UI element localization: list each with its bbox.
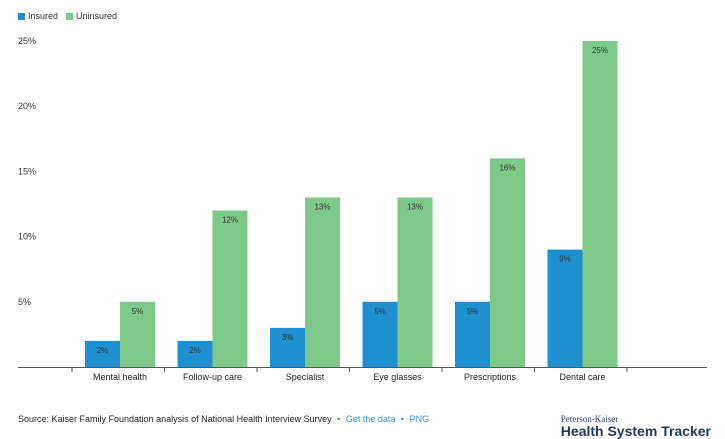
- get-data-link[interactable]: Get the data: [345, 414, 396, 424]
- bar-uninsured-1[interactable]: [212, 210, 248, 367]
- png-link[interactable]: PNG: [409, 414, 430, 424]
- data-label-uninsured: 12%: [222, 216, 238, 225]
- y-tick-label: 5%: [18, 297, 31, 307]
- y-tick-label: 10%: [18, 232, 36, 242]
- bar-insured-1[interactable]: [177, 340, 213, 367]
- x-tick-label: Eye glasses: [373, 372, 422, 382]
- data-label-uninsured: 13%: [314, 202, 330, 211]
- source-text: Source: Kaiser Family Foundation analysi…: [18, 414, 332, 424]
- data-label-insured: 3%: [282, 333, 294, 342]
- data-label-insured: 2%: [189, 346, 201, 355]
- legend-swatch-insured: [18, 12, 25, 20]
- x-tick-label: Prescriptions: [464, 372, 517, 382]
- bar-insured-5[interactable]: [547, 249, 583, 367]
- brand-title: Health System Tracker: [560, 423, 711, 439]
- brand-subtitle: Peterson-Kaiser: [560, 414, 619, 424]
- bar-uninsured-4[interactable]: [490, 158, 525, 367]
- legend: Insured Uninsured: [18, 11, 125, 21]
- data-label-uninsured: 25%: [592, 46, 608, 55]
- x-tick-label: Mental health: [93, 372, 147, 382]
- y-tick-label: 25%: [18, 36, 36, 46]
- bar-insured-4[interactable]: [455, 301, 490, 367]
- data-label-insured: 5%: [374, 307, 386, 316]
- data-label-insured: 5%: [467, 307, 479, 316]
- legend-item-uninsured[interactable]: Uninsured: [66, 11, 117, 21]
- legend-item-insured[interactable]: Insured: [18, 11, 58, 21]
- data-label-uninsured: 16%: [499, 163, 515, 172]
- brand-logo: Peterson-Kaiser Health System Tracker: [561, 414, 711, 439]
- legend-label-uninsured: Uninsured: [76, 11, 118, 21]
- bar-uninsured-2[interactable]: [305, 197, 340, 367]
- data-label-insured: 9%: [559, 255, 571, 264]
- x-tick-label: Specialist: [286, 372, 325, 382]
- data-label-uninsured: 5%: [132, 307, 144, 316]
- bar-uninsured-0[interactable]: [120, 301, 155, 367]
- legend-swatch-uninsured: [66, 12, 74, 20]
- footer-separator: •: [400, 414, 405, 424]
- data-label-uninsured: 13%: [407, 202, 423, 211]
- bar-insured-0[interactable]: [85, 340, 120, 367]
- x-tick-label: Follow-up care: [183, 372, 242, 382]
- legend-label-insured: Insured: [28, 11, 59, 21]
- bar-uninsured-5[interactable]: [582, 41, 618, 367]
- data-label-insured: 2%: [97, 346, 109, 355]
- footer-separator: •: [337, 414, 341, 424]
- bar-insured-3[interactable]: [362, 301, 398, 367]
- bar-uninsured-3[interactable]: [397, 197, 433, 367]
- bar-chart: 5% 10% 15% 20% 25% 2% 5% Mental health 2% 12% Foll…: [18, 36, 707, 382]
- x-tick-label: Dental care: [559, 372, 605, 382]
- y-tick-label: 15%: [18, 166, 36, 176]
- y-tick-label: 20%: [18, 101, 36, 111]
- source-footer: Source: Kaiser Family Foundation analysi…: [18, 414, 429, 424]
- bar-insured-2[interactable]: [270, 327, 305, 367]
